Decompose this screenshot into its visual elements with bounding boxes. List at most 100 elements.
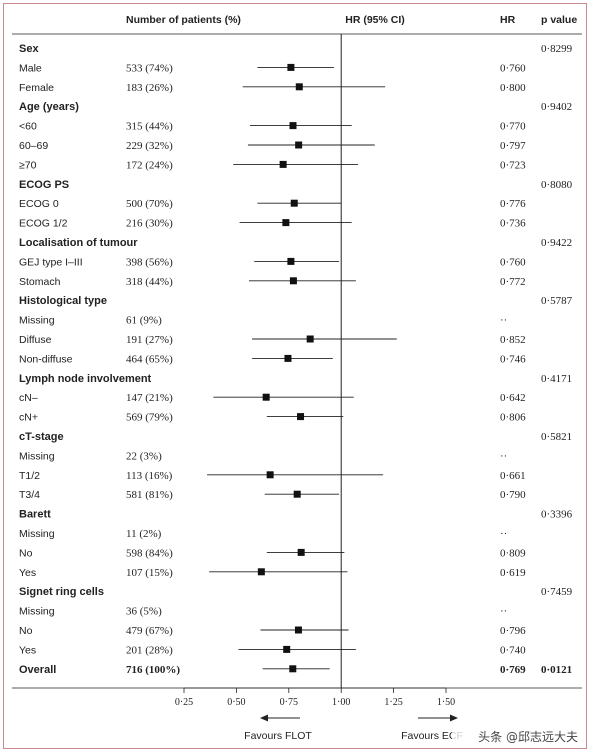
patients-count: 569 (79%) xyxy=(126,412,173,424)
hr-marker xyxy=(282,219,290,227)
subgroup-label: Yes xyxy=(19,644,36,656)
hr-marker xyxy=(289,665,297,673)
hr-value: 0·806 xyxy=(500,412,526,424)
patients-count: 315 (44%) xyxy=(126,121,173,133)
hr-value: 0·776 xyxy=(500,198,526,210)
subgroup-row: Missing 36 (5%) ·· xyxy=(19,606,507,618)
hr-marker xyxy=(284,354,292,362)
group-row: Sex 0·8299 xyxy=(19,43,573,55)
hr-value: 0·723 xyxy=(500,159,526,171)
favours-right-arrowhead xyxy=(450,714,458,722)
header-hr-ci: HR (95% CI) xyxy=(345,14,405,26)
group-label: Histological type xyxy=(19,295,107,307)
subgroup-label: cN+ xyxy=(19,412,38,424)
subgroup-row: Yes 201 (28%) 0·740 xyxy=(19,644,526,656)
patients-count: 229 (32%) xyxy=(126,140,173,152)
favours-left-arrowhead xyxy=(260,714,268,722)
patients-count: 479 (67%) xyxy=(126,625,173,637)
tick-label: 0·50 xyxy=(227,697,245,708)
p-value: 0·9402 xyxy=(541,101,572,113)
hr-value: 0·797 xyxy=(500,140,526,152)
patients-count: 172 (24%) xyxy=(126,159,173,171)
subgroup-row: Female 183 (26%) 0·800 xyxy=(19,82,526,94)
group-row: Age (years) 0·9402 xyxy=(19,101,572,113)
tick-label: 0·25 xyxy=(175,697,193,708)
tick-label: 0·75 xyxy=(280,697,298,708)
p-value: 0·9422 xyxy=(541,237,572,249)
hr-marker xyxy=(262,393,270,401)
subgroup-row: No 598 (84%) 0·809 xyxy=(19,547,526,559)
hr-value: 0·760 xyxy=(500,62,526,74)
subgroup-label: T1/2 xyxy=(19,470,40,482)
subgroup-label: Missing xyxy=(19,450,55,462)
subgroup-label: Yes xyxy=(19,567,36,579)
subgroup-label: ECOG 1/2 xyxy=(19,218,68,230)
subgroup-row: Missing 11 (2%) ·· xyxy=(19,528,507,540)
tick-label: 1·25 xyxy=(384,697,402,708)
group-label: ECOG PS xyxy=(19,179,69,191)
group-label: Signet ring cells xyxy=(19,586,104,598)
hr-value: 0·661 xyxy=(500,470,526,482)
p-value: 0·8299 xyxy=(541,43,573,55)
patients-count: 107 (15%) xyxy=(126,567,173,579)
patients-count: 500 (70%) xyxy=(126,198,173,210)
group-row: Barett 0·3396 xyxy=(19,509,573,521)
patients-count: 201 (28%) xyxy=(126,644,173,656)
subgroup-row: ≥70 172 (24%) 0·723 xyxy=(19,159,526,171)
hr-value: ·· xyxy=(500,315,507,327)
hr-value: 0·619 xyxy=(500,567,526,579)
group-row: Signet ring cells 0·7459 xyxy=(19,586,573,598)
subgroup-row: T3/4 581 (81%) 0·790 xyxy=(19,489,526,501)
subgroup-row: 60–69 229 (32%) 0·797 xyxy=(19,140,526,152)
hr-value: ·· xyxy=(500,606,507,618)
subgroup-label: T3/4 xyxy=(19,489,40,501)
subgroup-row: cN+ 569 (79%) 0·806 xyxy=(19,412,526,424)
hr-value: 0·772 xyxy=(500,276,526,288)
subgroup-row: GEJ type I–III 398 (56%) 0·760 xyxy=(19,256,526,268)
patients-count: 36 (5%) xyxy=(126,606,162,618)
hr-marker xyxy=(283,645,291,653)
hr-value: 0·770 xyxy=(500,121,526,133)
patients-count: 581 (81%) xyxy=(126,489,173,501)
group-row: Localisation of tumour 0·9422 xyxy=(19,237,572,249)
hr-marker xyxy=(279,160,287,168)
overall-row: Overall 716 (100%) 0·769 0·0121 xyxy=(19,664,572,676)
hr-value: 0·740 xyxy=(500,644,526,656)
hr-value: 0·746 xyxy=(500,353,526,365)
hr-marker xyxy=(266,471,274,479)
patients-count: 147 (21%) xyxy=(126,392,173,404)
subgroup-row: ECOG 1/2 216 (30%) 0·736 xyxy=(19,218,526,230)
header-hr: HR xyxy=(500,14,516,26)
patients-count: 318 (44%) xyxy=(126,276,173,288)
subgroup-row: Non-diffuse 464 (65%) 0·746 xyxy=(19,353,526,365)
hr-marker xyxy=(295,83,303,91)
subgroup-row: Missing 61 (9%) ·· xyxy=(19,315,507,327)
x-axis: 0·25 0·50 0·75 1·00 1·25 1·50 xyxy=(175,34,455,708)
group-row: Lymph node involvement 0·4171 xyxy=(19,373,572,385)
hr-marker xyxy=(289,277,297,285)
hr-value: 0·800 xyxy=(500,82,526,94)
tick-label: 1·00 xyxy=(332,697,350,708)
rows: Sex 0·8299 Male 533 (74%) 0·760 Female 183 (26… xyxy=(19,43,573,676)
subgroup-label: Female xyxy=(19,82,54,94)
subgroup-label: Overall xyxy=(19,664,56,676)
subgroup-row: ECOG 0 500 (70%) 0·776 xyxy=(19,198,526,210)
hr-marker xyxy=(295,141,303,149)
patients-count: 398 (56%) xyxy=(126,256,173,268)
group-label: Sex xyxy=(19,43,39,55)
subgroup-row: Male 533 (74%) 0·760 xyxy=(19,62,526,74)
hr-value: ·· xyxy=(500,528,507,540)
header-p-value: p value xyxy=(541,14,577,26)
hr-marker xyxy=(297,548,305,556)
p-value: 0·8080 xyxy=(541,179,573,191)
subgroup-row: Diffuse 191 (27%) 0·852 xyxy=(19,334,526,346)
subgroup-label: No xyxy=(19,547,33,559)
watermark: 头条 @邱志远大夫 xyxy=(478,730,578,744)
favours-left-label: Favours FLOT xyxy=(244,730,312,742)
hr-value: 0·642 xyxy=(500,392,526,404)
subgroup-label: cN– xyxy=(19,392,38,404)
patients-count: 191 (27%) xyxy=(126,334,173,346)
header-patients: Number of patients (%) xyxy=(126,14,241,26)
subgroup-row: No 479 (67%) 0·796 xyxy=(19,625,526,637)
watermark-backdrop xyxy=(452,726,582,746)
